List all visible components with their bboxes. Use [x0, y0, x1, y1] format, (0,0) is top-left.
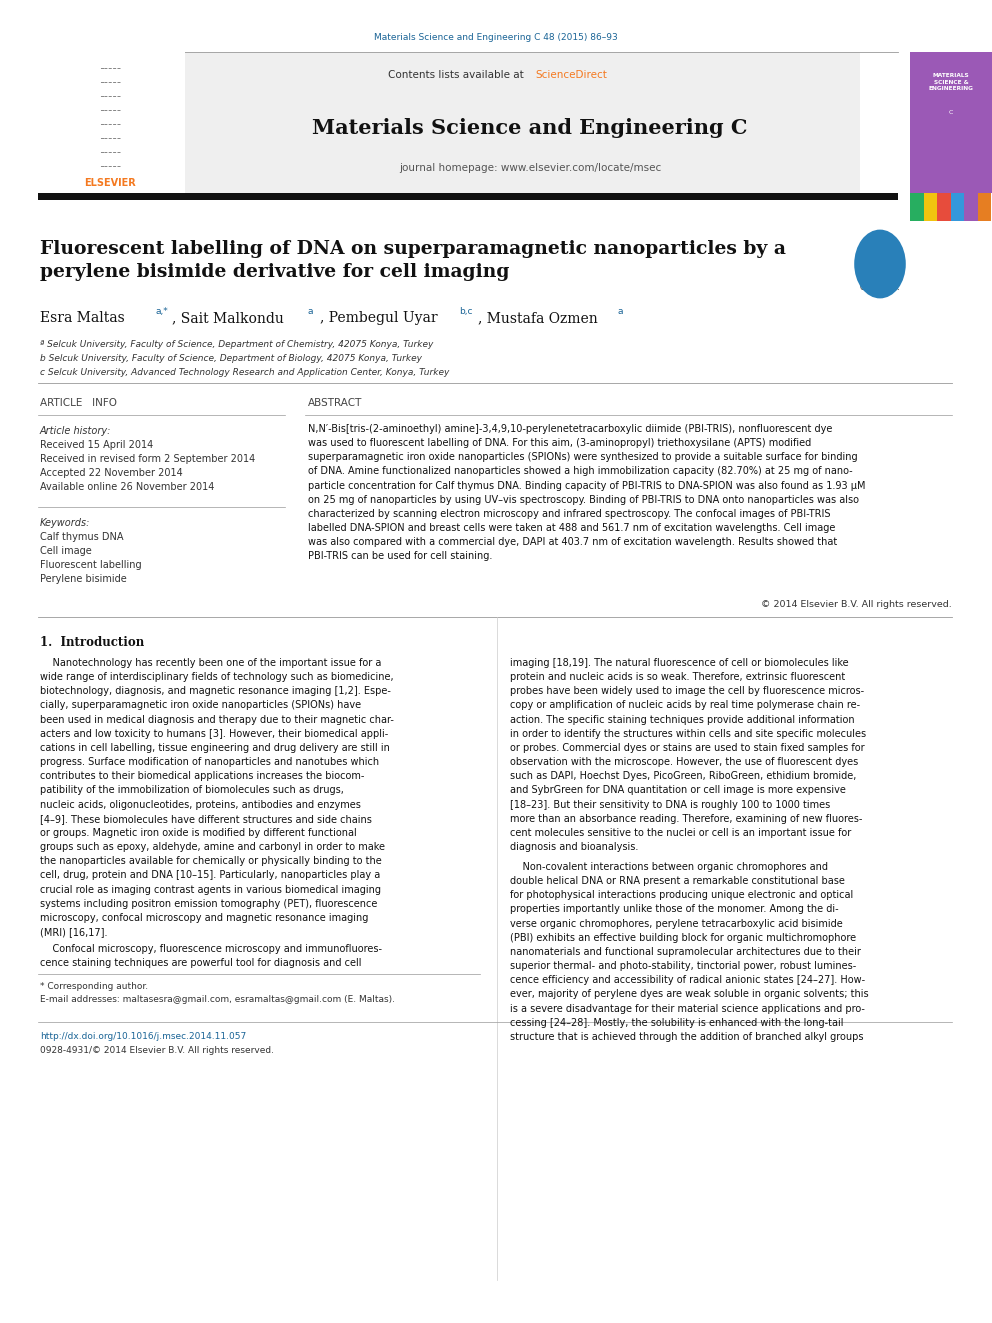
Text: ─ ─ ─ ─ ─: ─ ─ ─ ─ ─: [100, 122, 120, 127]
Text: Calf thymus DNA: Calf thymus DNA: [40, 532, 123, 542]
Text: b Selcuk University, Faculty of Science, Department of Biology, 42075 Konya, Tur: b Selcuk University, Faculty of Science,…: [40, 355, 422, 363]
Text: ª Selcuk University, Faculty of Science, Department of Chemistry, 42075 Konya, T: ª Selcuk University, Faculty of Science,…: [40, 340, 434, 349]
Text: Materials Science and Engineering C 48 (2015) 86–93: Materials Science and Engineering C 48 (…: [374, 33, 618, 42]
Text: Materials Science and Engineering C: Materials Science and Engineering C: [312, 118, 748, 138]
Bar: [38, 52, 185, 193]
Text: ─ ─ ─ ─ ─: ─ ─ ─ ─ ─: [100, 66, 120, 70]
Text: Perylene bisimide: Perylene bisimide: [40, 574, 127, 583]
Text: Contents lists available at: Contents lists available at: [388, 70, 530, 79]
Text: Cell image: Cell image: [40, 546, 91, 556]
Bar: [910, 52, 992, 193]
Text: ─ ─ ─ ─ ─: ─ ─ ─ ─ ─: [100, 107, 120, 112]
Text: * Corresponding author.: * Corresponding author.: [40, 982, 148, 991]
Text: , Sait Malkondu: , Sait Malkondu: [172, 311, 284, 325]
Text: 1.  Introduction: 1. Introduction: [40, 636, 144, 650]
Text: ELSEVIER: ELSEVIER: [84, 179, 136, 188]
Text: journal homepage: www.elsevier.com/locate/msec: journal homepage: www.elsevier.com/locat…: [399, 163, 661, 173]
Text: ●: ●: [873, 254, 887, 269]
Text: a: a: [618, 307, 624, 316]
Text: Received in revised form 2 September 2014: Received in revised form 2 September 201…: [40, 454, 255, 464]
Text: ─ ─ ─ ─ ─: ─ ─ ─ ─ ─: [100, 149, 120, 155]
Text: E-mail addresses: maltasesra@gmail.com, esramaltas@gmail.com (E. Maltas).: E-mail addresses: maltasesra@gmail.com, …: [40, 995, 395, 1004]
Text: 0928-4931/© 2014 Elsevier B.V. All rights reserved.: 0928-4931/© 2014 Elsevier B.V. All right…: [40, 1046, 274, 1054]
Text: , Pembegul Uyar: , Pembegul Uyar: [320, 311, 437, 325]
Text: b,c: b,c: [459, 307, 472, 316]
Bar: [910, 193, 924, 221]
Text: MATERIALS
SCIENCE &
ENGINEERING: MATERIALS SCIENCE & ENGINEERING: [929, 73, 973, 91]
Text: ─ ─ ─ ─ ─: ─ ─ ─ ─ ─: [100, 164, 120, 168]
Text: Confocal microscopy, fluorescence microscopy and immunofluores-
cence staining t: Confocal microscopy, fluorescence micros…: [40, 945, 382, 968]
Text: a: a: [308, 307, 313, 316]
Text: Article history:: Article history:: [40, 426, 111, 437]
Text: ScienceDirect: ScienceDirect: [535, 70, 607, 79]
Text: ABSTRACT: ABSTRACT: [308, 398, 362, 407]
Text: , Mustafa Ozmen: , Mustafa Ozmen: [478, 311, 598, 325]
Text: Esra Maltas: Esra Maltas: [40, 311, 125, 325]
Text: N,N′-Bis[tris-(2-aminoethyl) amine]-3,4,9,10-perylenetetracarboxylic diimide (PB: N,N′-Bis[tris-(2-aminoethyl) amine]-3,4,…: [308, 423, 865, 561]
Bar: [38, 52, 860, 193]
Bar: [977, 193, 991, 221]
Text: CrossMark: CrossMark: [860, 283, 900, 291]
Text: c Selcuk University, Advanced Technology Research and Application Center, Konya,: c Selcuk University, Advanced Technology…: [40, 368, 449, 377]
Text: http://dx.doi.org/10.1016/j.msec.2014.11.057: http://dx.doi.org/10.1016/j.msec.2014.11…: [40, 1032, 246, 1041]
Text: Available online 26 November 2014: Available online 26 November 2014: [40, 482, 214, 492]
Text: Fluorescent labelling of DNA on superparamagnetic nanoparticles by a
perylene bi: Fluorescent labelling of DNA on superpar…: [40, 239, 786, 280]
Bar: [964, 193, 977, 221]
Text: ─ ─ ─ ─ ─: ─ ─ ─ ─ ─: [100, 135, 120, 140]
Text: a,*: a,*: [155, 307, 168, 316]
Text: C: C: [948, 111, 953, 115]
Text: ARTICLE   INFO: ARTICLE INFO: [40, 398, 117, 407]
Circle shape: [854, 230, 906, 299]
Text: Received 15 April 2014: Received 15 April 2014: [40, 441, 153, 450]
Text: Nanotechnology has recently been one of the important issue for a
wide range of : Nanotechnology has recently been one of …: [40, 658, 394, 937]
Text: Accepted 22 November 2014: Accepted 22 November 2014: [40, 468, 183, 478]
Text: imaging [18,19]. The natural fluorescence of cell or biomolecules like
protein a: imaging [18,19]. The natural fluorescenc…: [510, 658, 866, 852]
Text: © 2014 Elsevier B.V. All rights reserved.: © 2014 Elsevier B.V. All rights reserved…: [761, 601, 952, 609]
Bar: [937, 193, 950, 221]
Text: Keywords:: Keywords:: [40, 519, 90, 528]
Text: ─ ─ ─ ─ ─: ─ ─ ─ ─ ─: [100, 94, 120, 98]
Text: Fluorescent labelling: Fluorescent labelling: [40, 560, 142, 570]
Text: ─ ─ ─ ─ ─: ─ ─ ─ ─ ─: [100, 79, 120, 85]
Bar: [38, 193, 898, 200]
Bar: [924, 193, 937, 221]
Bar: [950, 193, 964, 221]
Text: Non-covalent interactions between organic chromophores and
double helical DNA or: Non-covalent interactions between organi…: [510, 863, 869, 1043]
